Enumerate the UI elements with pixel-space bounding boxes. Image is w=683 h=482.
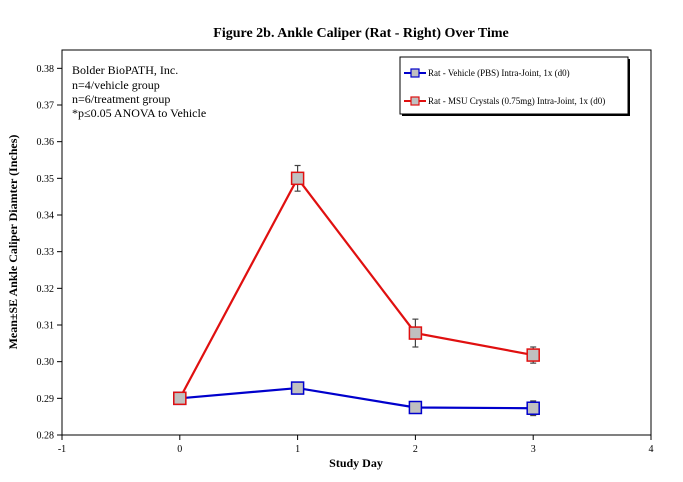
y-tick-label: 0.35 — [37, 174, 55, 185]
y-tick-label: 0.33 — [37, 247, 55, 258]
legend-box-shadow-bottom — [402, 114, 630, 116]
annotation-line-4: *p≤0.05 ANOVA to Vehicle — [72, 106, 206, 120]
y-tick-label: 0.32 — [37, 284, 55, 295]
series-line — [179, 386, 534, 410]
data-point — [408, 326, 423, 340]
data-point — [290, 381, 305, 395]
annotation-block: Bolder BioPATH, Inc. n=4/vehicle group n… — [72, 63, 206, 120]
x-tick-label: 2 — [413, 444, 418, 455]
legend-box — [399, 56, 629, 115]
y-tick-label: 0.28 — [37, 431, 55, 442]
legend-items: Rat - Vehicle (PBS) Intra-Joint, 1x (d0)… — [404, 68, 605, 106]
series-layer — [173, 164, 540, 417]
y-tick-label: 0.37 — [37, 101, 55, 112]
x-tick-label: 1 — [295, 444, 300, 455]
chart-title: Figure 2b. Ankle Caliper (Rat - Right) O… — [213, 26, 508, 41]
data-point — [526, 348, 540, 362]
y-axis: 0.28 0.29 0.30 0.31 0.32 0.33 0.34 0.35 0.36 0.37… — [37, 64, 62, 442]
data-point — [408, 400, 423, 415]
legend-swatch-marker — [410, 96, 420, 106]
legend: Rat - Vehicle (PBS) Intra-Joint, 1x (d0)… — [399, 56, 630, 116]
x-tick-label: -1 — [58, 444, 66, 455]
data-point — [526, 401, 540, 415]
y-tick-label: 0.31 — [37, 321, 55, 332]
y-axis-label: Mean±SE Ankle Caliper Diamter (Inches) — [6, 135, 20, 350]
x-axis: -1 0 1 2 3 4 — [58, 435, 654, 455]
y-tick-label: 0.38 — [37, 64, 55, 75]
y-tick-label: 0.36 — [37, 137, 55, 148]
series-2 — [173, 164, 540, 406]
annotation-line-1: Bolder BioPATH, Inc. — [72, 63, 178, 77]
x-tick-label: 4 — [649, 444, 654, 455]
annotation-line-2: n=4/vehicle group — [72, 78, 160, 92]
series-line — [178, 176, 534, 399]
legend-entry: Rat - MSU Crystals (0.75mg) Intra-Joint,… — [428, 96, 605, 106]
x-axis-label: Study Day — [329, 456, 383, 470]
x-tick-label: 3 — [531, 444, 536, 455]
y-tick-label: 0.30 — [37, 357, 55, 368]
y-tick-label: 0.29 — [37, 394, 55, 405]
legend-swatch-marker — [410, 68, 420, 78]
annotation-line-3: n=6/treatment group — [72, 92, 170, 106]
data-point — [173, 391, 187, 406]
x-tick-label: 0 — [177, 444, 182, 455]
legend-box-shadow-right — [628, 59, 630, 116]
data-point — [290, 171, 305, 186]
legend-entry: Rat - Vehicle (PBS) Intra-Joint, 1x (d0) — [428, 68, 570, 78]
y-tick-label: 0.34 — [37, 211, 55, 222]
